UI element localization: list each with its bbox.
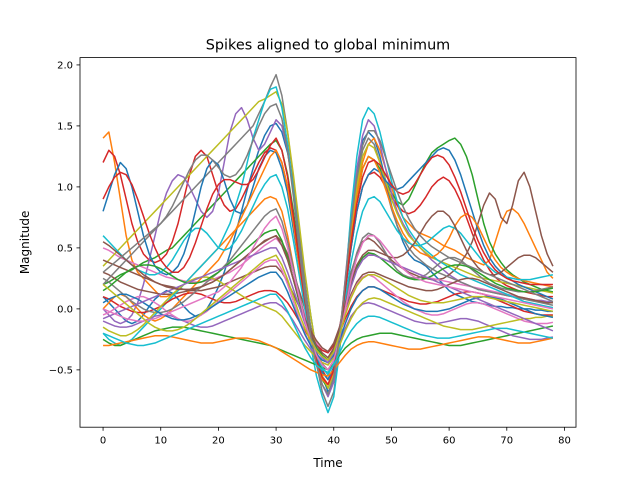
y-tick-label: 1.5 xyxy=(57,121,73,132)
series-layer xyxy=(102,73,554,414)
x-tick-label: 50 xyxy=(385,436,398,447)
series-line-26 xyxy=(102,210,554,359)
x-axis: 0 10 20 30 40 50 60 70 80 xyxy=(100,427,571,447)
series-line-9 xyxy=(102,91,554,389)
series-line-30 xyxy=(102,293,554,374)
series-line-27 xyxy=(102,215,554,371)
x-tick-label: 20 xyxy=(212,436,225,447)
x-axis-label: Time xyxy=(312,456,342,470)
series-line-22 xyxy=(103,334,554,377)
series-line-28 xyxy=(102,103,554,396)
series-line-20 xyxy=(102,173,554,376)
x-tick-label: 40 xyxy=(327,436,340,447)
y-tick-label: 1.0 xyxy=(57,182,73,193)
x-tick-label: 10 xyxy=(154,436,167,447)
series-line-16 xyxy=(102,259,553,353)
y-tick-label: 0.0 xyxy=(57,304,73,315)
x-tick-label: 30 xyxy=(270,436,283,447)
series-line-10 xyxy=(102,86,554,414)
y-axis: −0.5 0.0 0.5 1.0 1.5 2.0 xyxy=(49,60,80,376)
x-tick-label: 60 xyxy=(443,436,456,447)
series-line-11 xyxy=(102,147,554,381)
series-line-29 xyxy=(102,254,554,361)
y-tick-label: 2.0 xyxy=(57,60,73,71)
y-tick-label: −0.5 xyxy=(49,365,73,376)
series-line-8 xyxy=(102,73,554,408)
y-tick-label: 0.5 xyxy=(57,243,73,254)
series-line-25 xyxy=(102,247,554,364)
x-tick-label: 0 xyxy=(100,436,106,447)
chart-title: Spikes aligned to global minimum xyxy=(206,38,450,54)
plot-frame xyxy=(79,57,577,428)
x-tick-label: 70 xyxy=(500,436,513,447)
y-axis-label: Magnitude xyxy=(18,211,32,275)
x-tick-label: 80 xyxy=(558,436,571,447)
series-line-24 xyxy=(102,137,553,386)
